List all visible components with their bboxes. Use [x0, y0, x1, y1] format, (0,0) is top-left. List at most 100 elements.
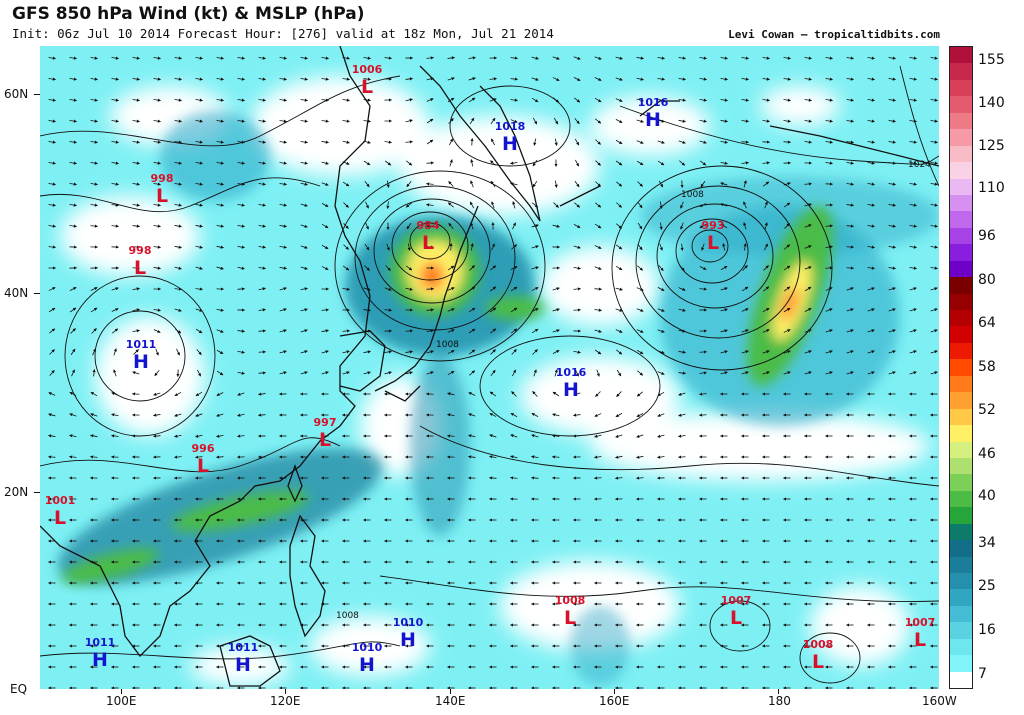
wind-arrow — [468, 307, 476, 313]
wind-arrow — [867, 224, 875, 228]
wind-arrow — [447, 413, 455, 417]
wind-arrow — [930, 161, 938, 165]
wind-arrow — [300, 308, 308, 312]
wind-arrow — [532, 202, 539, 208]
wind-arrow — [636, 98, 644, 102]
wind-arrow — [300, 182, 308, 186]
wind-arrow — [195, 287, 204, 291]
wind-arrow — [637, 265, 644, 271]
wind-arrow — [909, 56, 917, 60]
wind-arrow — [595, 139, 601, 145]
wind-arrow — [48, 392, 56, 396]
colorbar-segment — [950, 79, 972, 97]
wind-arrow — [678, 98, 686, 102]
wind-arrow — [636, 56, 644, 60]
wind-arrow — [552, 224, 560, 228]
colorbar-label: 25 — [978, 578, 996, 594]
wind-arrow — [174, 56, 182, 60]
wind-arrow — [91, 328, 97, 334]
wind-arrow — [132, 203, 140, 207]
wind-arrow — [469, 201, 475, 209]
wind-arrow — [342, 181, 350, 187]
wind-arrow — [216, 224, 224, 228]
wind-arrow — [554, 369, 558, 377]
wind-arrow — [342, 265, 350, 271]
wind-arrow — [279, 308, 287, 312]
wind-arrow — [531, 328, 539, 334]
philippines-outline — [289, 514, 326, 638]
wind-arrow — [553, 117, 559, 125]
wind-arrow — [216, 434, 224, 438]
isobar-labels: 1008 1008 1024 1008 — [336, 160, 931, 621]
wind-arrow — [678, 308, 686, 312]
wind-arrow — [111, 119, 119, 123]
wind-arrow — [49, 369, 55, 376]
wind-arrow — [194, 455, 203, 459]
wind-arrow — [720, 182, 728, 186]
wind-arrow — [512, 201, 516, 209]
wind-arrow — [237, 350, 245, 354]
wind-arrow — [720, 56, 728, 60]
wind-arrow — [489, 391, 497, 397]
wind-arrow — [846, 161, 854, 165]
wind-arrow — [48, 140, 56, 144]
wind-arrow — [741, 161, 749, 165]
colorbar-segment — [950, 589, 972, 606]
wind-arrow — [216, 161, 224, 165]
wind-arrow — [511, 349, 517, 355]
wind-arrow — [90, 287, 98, 291]
wind-arrow — [426, 118, 434, 124]
wind-arrow — [846, 56, 854, 60]
wind-arrow — [449, 138, 453, 146]
wind-arrow — [174, 182, 182, 186]
wind-arrow — [470, 243, 474, 251]
colorbar-label: 140 — [978, 95, 1005, 111]
wind-arrow — [174, 245, 182, 249]
wind-arrow — [405, 287, 413, 291]
colorbar-segment — [950, 573, 972, 590]
wind-arrow — [510, 77, 519, 81]
wind-arrow — [510, 98, 518, 102]
colorbar-segment — [950, 277, 972, 294]
wind-arrow — [510, 140, 518, 144]
wind-arrow — [510, 307, 518, 313]
wind-arrow — [510, 455, 518, 459]
pressure-value: 996 — [192, 442, 215, 455]
wind-arrow — [532, 391, 538, 397]
wind-arrow — [680, 201, 684, 209]
wind-arrow — [174, 287, 183, 291]
wind-arrow — [783, 265, 791, 271]
wind-arrow — [867, 182, 875, 186]
wind-arrow — [888, 161, 896, 165]
wind-arrow — [930, 371, 938, 375]
wind-arrow — [657, 350, 665, 354]
colorbar-segment — [950, 342, 972, 360]
wind-arrow — [470, 222, 474, 230]
wind-arrow — [363, 287, 371, 291]
wind-arrow — [888, 203, 896, 207]
wind-arrow — [406, 160, 413, 166]
pressure-letter: H — [235, 654, 251, 676]
wind-arrow — [426, 308, 435, 312]
wind-arrow — [678, 434, 686, 438]
wind-arrow — [426, 245, 435, 249]
wind-arrow — [698, 413, 707, 417]
pressure-value: 1006 — [352, 63, 383, 76]
wind-arrow — [573, 266, 581, 270]
wind-arrow — [763, 265, 769, 271]
wind-arrow — [699, 56, 707, 60]
wind-arrow — [406, 222, 412, 230]
wind-arrow — [425, 182, 434, 186]
wind-arrow — [699, 224, 707, 228]
wind-arrow — [71, 369, 75, 377]
wind-arrow — [174, 140, 182, 144]
wind-arrow — [447, 56, 455, 60]
wind-arrow — [888, 119, 896, 123]
wind-arrow — [615, 56, 623, 60]
wind-arrow — [111, 161, 119, 165]
lon-label-120e: 120E — [270, 694, 301, 708]
wind-arrow — [155, 348, 159, 356]
wind-arrow — [447, 308, 455, 312]
wind-arrow — [195, 245, 203, 249]
wind-arrow — [69, 182, 77, 186]
